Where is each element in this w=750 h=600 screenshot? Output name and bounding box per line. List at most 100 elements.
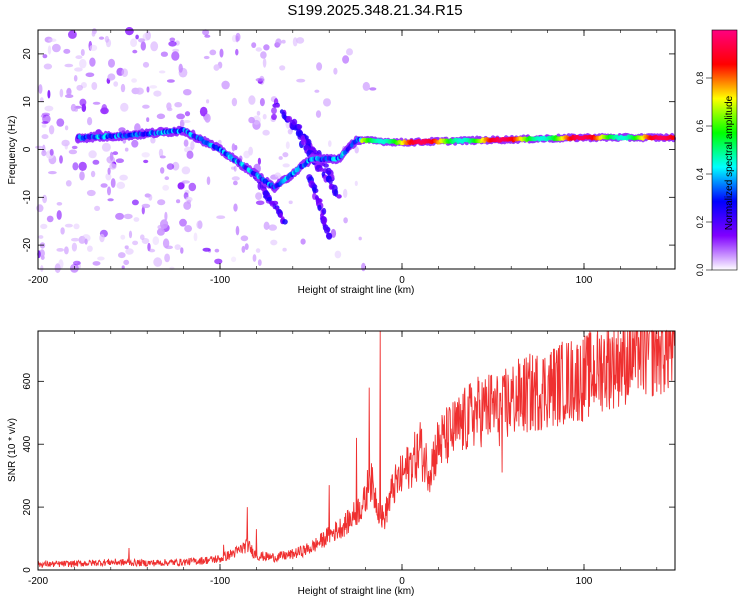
x-tick-label: 100 — [576, 275, 593, 286]
noise-blob — [169, 37, 176, 42]
noise-blob — [183, 120, 191, 123]
noise-blob — [72, 162, 79, 171]
noise-blob — [94, 205, 101, 211]
snr-frame — [37, 330, 676, 571]
noise-blob — [71, 237, 80, 242]
noise-blob — [49, 148, 54, 156]
chirp-blob — [291, 118, 298, 126]
noise-blob — [196, 220, 203, 229]
noise-blob — [231, 143, 236, 152]
noise-blob — [153, 90, 162, 97]
noise-blob — [260, 51, 267, 59]
y-tick-label: 0 — [22, 146, 33, 152]
noise-blob — [91, 82, 98, 90]
chirp-blob — [318, 167, 324, 172]
noise-blob — [259, 98, 265, 107]
noise-blob — [248, 95, 256, 105]
noise-blob — [142, 104, 150, 109]
noise-blob — [61, 139, 70, 147]
noise-blob — [92, 261, 101, 266]
chirp-blob — [326, 170, 331, 176]
noise-blob — [36, 204, 44, 213]
chirp-blob — [324, 226, 330, 234]
noise-blob — [159, 155, 166, 159]
noise-blob — [174, 102, 183, 108]
noise-blob — [41, 121, 49, 125]
x-tick-label: -100 — [210, 275, 230, 286]
noise-blob — [121, 265, 125, 270]
noise-blob — [99, 233, 105, 243]
noise-blob — [252, 115, 261, 125]
noise-blob — [180, 247, 184, 254]
noise-blob — [262, 129, 270, 136]
chirp-blob — [278, 213, 283, 218]
noise-blob — [206, 176, 211, 185]
noise-blob — [128, 230, 133, 239]
noise-blob — [41, 112, 51, 117]
noise-blob — [174, 244, 181, 251]
noise-blob — [120, 102, 129, 112]
snr-x-ticks: -200 -100 0 100 — [28, 331, 658, 587]
noise-blob — [164, 176, 170, 181]
colorbar-tick-label: 0.6 — [695, 120, 705, 133]
noise-blob — [116, 181, 126, 189]
noise-blob — [315, 110, 322, 118]
noise-blob — [121, 68, 128, 77]
chirp-blob — [296, 124, 303, 130]
chirp-blob — [326, 232, 333, 240]
snr-y-label: SNR (10 * v/v) — [7, 418, 18, 482]
noise-blob — [76, 84, 83, 91]
noise-blob — [47, 89, 51, 99]
noise-blob — [186, 199, 192, 205]
noise-blob — [64, 125, 69, 131]
x-tick-label: 0 — [399, 275, 405, 286]
snr-x-label: Height of straight line (km) — [298, 586, 415, 597]
noise-blob — [75, 55, 83, 60]
noise-blob — [323, 98, 331, 107]
noise-blob — [64, 246, 69, 255]
noise-blob — [66, 87, 72, 94]
noise-blob — [278, 156, 283, 160]
noise-blob — [190, 141, 195, 150]
noise-blob — [35, 145, 44, 149]
noise-blob — [92, 101, 101, 105]
noise-blob — [78, 235, 86, 244]
noise-blob — [91, 31, 96, 37]
noise-blob — [209, 49, 217, 56]
noise-blob — [40, 255, 45, 260]
chirp-blob — [328, 178, 333, 185]
noise-blob — [274, 172, 281, 178]
chirp-blob — [282, 219, 288, 225]
noise-blob — [107, 198, 114, 202]
chirp-blob — [286, 115, 293, 122]
noise-blob — [71, 145, 78, 150]
noise-blob — [166, 102, 172, 110]
noise-blob — [118, 252, 126, 259]
noise-blob — [109, 163, 117, 170]
chart-title: S199.2025.348.21.34.R15 — [287, 2, 463, 19]
noise-blob — [41, 124, 47, 128]
noise-blob — [105, 173, 112, 181]
noise-blob — [179, 218, 187, 227]
noise-blob — [56, 248, 64, 252]
noise-blob — [316, 62, 323, 71]
noise-blob — [202, 29, 210, 36]
snr-series-line — [37, 329, 676, 568]
noise-blob — [70, 103, 77, 112]
noise-blob — [270, 239, 278, 246]
noise-blob — [78, 161, 87, 171]
noise-blob — [262, 113, 267, 120]
noise-blob — [68, 149, 78, 155]
noise-blob — [342, 55, 350, 64]
noise-blob — [240, 235, 249, 242]
noise-blob — [54, 263, 61, 274]
noise-blob — [56, 118, 65, 127]
noise-blob — [361, 262, 366, 272]
noise-blob — [44, 105, 54, 112]
noise-blob — [101, 142, 111, 152]
noise-blob — [149, 85, 158, 89]
noise-blob — [164, 211, 168, 221]
noise-blob — [362, 81, 370, 91]
x-tick-label: 100 — [576, 576, 593, 587]
noise-blob — [107, 186, 111, 196]
